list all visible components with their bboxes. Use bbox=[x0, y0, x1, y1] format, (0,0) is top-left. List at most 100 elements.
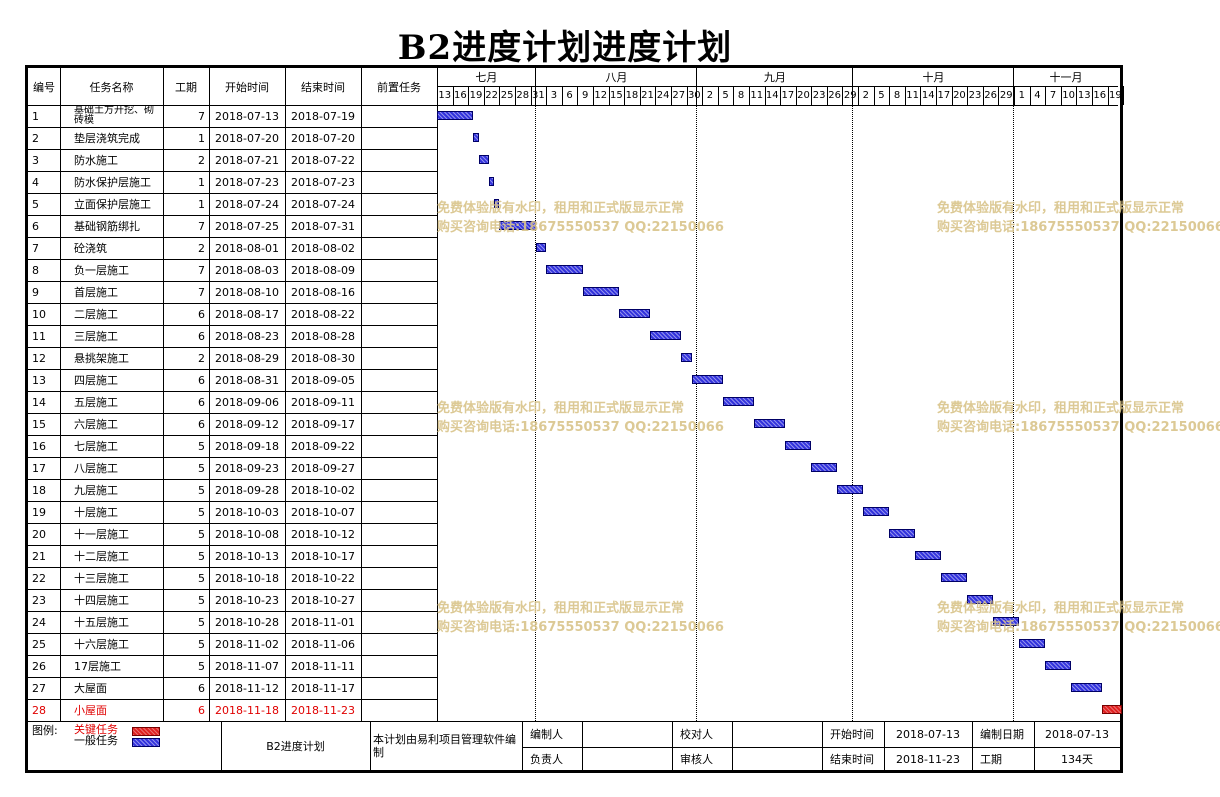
task-duration: 6 bbox=[198, 681, 205, 695]
task-end: 2018-11-11 bbox=[291, 659, 355, 673]
watermark-text: 免费体验版有水印，租用和正式版显示正常 购买咨询电话:18675550537 QQ… bbox=[437, 399, 724, 437]
day-divider bbox=[920, 86, 921, 105]
footer-row-divider bbox=[522, 747, 1120, 748]
legend-critical-label: 关键任务 bbox=[74, 723, 118, 735]
footer-label: 开始时间 bbox=[830, 728, 874, 741]
task-name: 九层施工 bbox=[74, 484, 118, 497]
day-divider bbox=[811, 86, 812, 105]
footer-divider bbox=[972, 721, 973, 771]
day-divider bbox=[484, 86, 485, 105]
task-duration: 5 bbox=[198, 637, 205, 651]
task-no: 7 bbox=[32, 241, 39, 255]
task-predecessor bbox=[361, 523, 437, 545]
day-tick: 8 bbox=[737, 90, 745, 101]
task-no: 16 bbox=[32, 439, 46, 453]
task-no: 21 bbox=[32, 549, 46, 563]
watermark-line: 免费体验版有水印，租用和正式版显示正常 bbox=[437, 601, 685, 616]
day-divider bbox=[1092, 86, 1093, 105]
row-divider bbox=[28, 237, 437, 238]
task-predecessor bbox=[361, 501, 437, 523]
gantt-frame bbox=[25, 65, 1123, 773]
task-start: 2018-09-28 bbox=[215, 483, 279, 497]
day-tick: 18 bbox=[625, 90, 639, 101]
row-divider bbox=[28, 149, 437, 150]
watermark-text: 免费体验版有水印，租用和正式版显示正常 购买咨询电话:18675550537 QQ… bbox=[937, 199, 1220, 237]
day-tick: 5 bbox=[722, 90, 729, 101]
task-bar bbox=[889, 529, 916, 538]
task-predecessor bbox=[361, 149, 437, 171]
row-divider bbox=[28, 479, 437, 480]
task-name: 负一层施工 bbox=[74, 264, 129, 277]
task-name: 五层施工 bbox=[74, 396, 118, 409]
task-end: 2018-11-06 bbox=[291, 637, 355, 651]
row-divider bbox=[28, 325, 437, 326]
task-name: 二层施工 bbox=[74, 308, 118, 321]
task-name: 十六层施工 bbox=[74, 638, 129, 651]
watermark-line: 免费体验版有水印，租用和正式版显示正常 bbox=[937, 201, 1185, 216]
footer-divider bbox=[370, 721, 371, 771]
task-no: 10 bbox=[32, 307, 46, 321]
row-divider bbox=[28, 369, 437, 370]
task-predecessor bbox=[361, 699, 437, 721]
task-predecessor bbox=[361, 171, 437, 193]
task-end: 2018-10-07 bbox=[291, 505, 355, 519]
task-start: 2018-08-10 bbox=[215, 285, 279, 299]
day-tick: 14 bbox=[765, 90, 779, 101]
task-name: 悬挑架施工 bbox=[74, 352, 129, 365]
task-bar bbox=[1045, 661, 1072, 670]
task-end: 2018-09-17 bbox=[291, 417, 355, 431]
watermark-line: 购买咨询电话:18675550537 QQ:22150066 bbox=[437, 220, 724, 235]
task-end: 2018-11-23 bbox=[291, 703, 355, 717]
task-name: 基础土方开挖、砌砖模 bbox=[74, 105, 154, 126]
table-col-divider bbox=[60, 68, 61, 721]
day-divider bbox=[827, 86, 828, 105]
task-start: 2018-08-03 bbox=[215, 263, 279, 277]
day-tick: 17 bbox=[937, 90, 951, 101]
task-duration: 5 bbox=[198, 593, 205, 607]
task-duration: 2 bbox=[198, 241, 205, 255]
task-no: 3 bbox=[32, 153, 39, 167]
day-tick: 4 bbox=[1034, 90, 1041, 101]
footer-value bbox=[582, 747, 672, 771]
column-header-end: 结束时间 bbox=[301, 80, 345, 94]
row-divider bbox=[28, 259, 437, 260]
task-name: 基础钢筋绑扎 bbox=[74, 220, 140, 233]
task-start: 2018-07-23 bbox=[215, 175, 279, 189]
task-predecessor bbox=[361, 347, 437, 369]
month-separator-line bbox=[696, 105, 697, 721]
task-name: 砼浇筑 bbox=[74, 242, 107, 255]
task-end: 2018-07-23 bbox=[291, 175, 355, 189]
column-header-duration: 工期 bbox=[175, 80, 197, 94]
task-name: 七层施工 bbox=[74, 440, 118, 453]
day-tick: 26 bbox=[984, 90, 997, 101]
task-no: 14 bbox=[32, 395, 46, 409]
task-predecessor bbox=[361, 611, 437, 633]
task-end: 2018-07-19 bbox=[291, 109, 355, 123]
day-divider bbox=[858, 86, 859, 105]
footer-divider bbox=[884, 721, 885, 771]
task-predecessor bbox=[361, 303, 437, 325]
row-divider bbox=[28, 281, 437, 282]
task-duration: 7 bbox=[198, 109, 205, 123]
task-end: 2018-11-17 bbox=[291, 681, 355, 695]
table-col-divider bbox=[163, 68, 164, 721]
day-tick: 25 bbox=[500, 90, 514, 101]
day-tick: 6 bbox=[566, 90, 573, 101]
task-start: 2018-08-17 bbox=[215, 307, 279, 321]
day-tick: 16 bbox=[454, 90, 467, 101]
task-name: 大屋面 bbox=[74, 682, 107, 695]
task-no: 6 bbox=[32, 219, 39, 233]
row-divider bbox=[28, 171, 437, 172]
day-tick: 5 bbox=[878, 90, 885, 101]
row-divider bbox=[28, 567, 437, 568]
task-predecessor bbox=[361, 193, 437, 215]
legend-label: 图例: bbox=[32, 724, 58, 737]
task-predecessor bbox=[361, 215, 437, 237]
task-duration: 5 bbox=[198, 461, 205, 475]
task-name: 十一层施工 bbox=[74, 528, 129, 541]
day-tick: 19 bbox=[469, 90, 483, 101]
task-start: 2018-11-07 bbox=[215, 659, 279, 673]
task-duration: 5 bbox=[198, 505, 205, 519]
footer-divider bbox=[582, 721, 583, 771]
task-start: 2018-09-18 bbox=[215, 439, 279, 453]
